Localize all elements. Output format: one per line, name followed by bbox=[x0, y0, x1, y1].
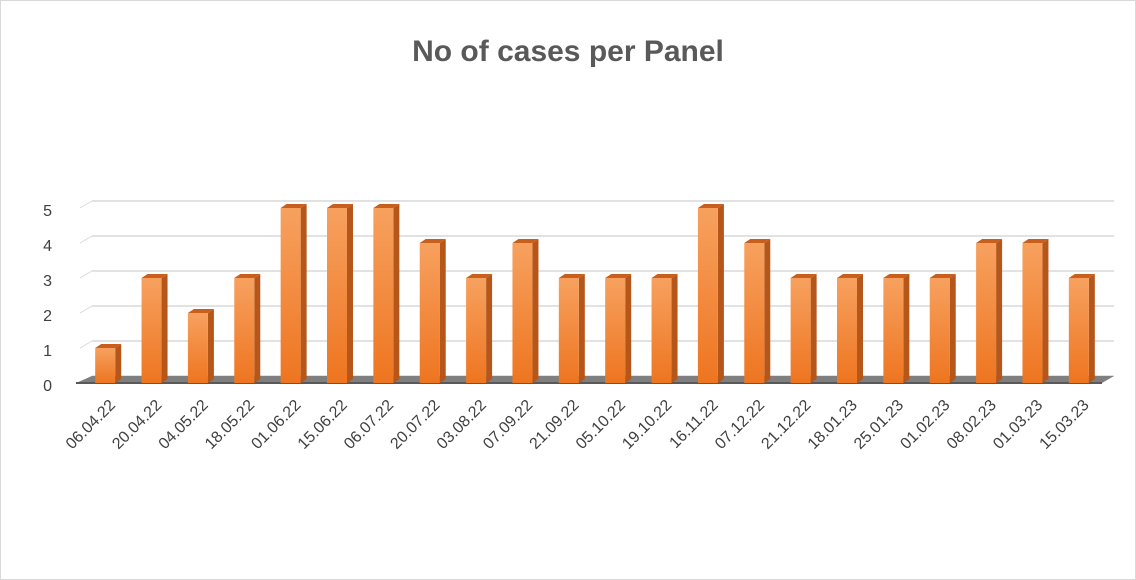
bar bbox=[837, 278, 857, 383]
bar bbox=[558, 278, 579, 383]
bar-side bbox=[857, 274, 863, 383]
bar-side bbox=[439, 239, 446, 383]
bar-side bbox=[532, 239, 539, 383]
bar bbox=[1022, 243, 1043, 383]
bar bbox=[327, 208, 347, 383]
bar-side bbox=[486, 274, 493, 383]
bar-side bbox=[347, 204, 353, 383]
chart-title: No of cases per Panel bbox=[412, 35, 724, 68]
bar bbox=[466, 278, 487, 383]
bar-top bbox=[419, 239, 446, 243]
bar-top bbox=[883, 274, 910, 278]
bar-side bbox=[115, 344, 122, 383]
bar-top bbox=[327, 204, 353, 208]
bar bbox=[419, 243, 440, 383]
bar-side bbox=[996, 239, 1003, 383]
bar-side bbox=[671, 274, 678, 383]
bar-top bbox=[373, 204, 400, 208]
bar bbox=[95, 348, 116, 383]
bar bbox=[187, 313, 208, 383]
bar-side bbox=[1042, 239, 1049, 383]
bar-top bbox=[1022, 239, 1049, 243]
bar-side bbox=[949, 274, 956, 383]
bar-top bbox=[790, 274, 817, 278]
bar-side bbox=[254, 274, 261, 383]
bar-top bbox=[697, 204, 724, 208]
bar bbox=[141, 278, 162, 383]
bar-top bbox=[512, 239, 539, 243]
bar-side bbox=[207, 309, 214, 383]
y-tick-label: 5 bbox=[43, 203, 52, 220]
bar-top bbox=[95, 344, 122, 348]
bar bbox=[234, 278, 255, 383]
bar bbox=[605, 278, 626, 383]
bar-top bbox=[187, 309, 214, 313]
bar-side bbox=[300, 204, 307, 383]
bar bbox=[790, 278, 811, 383]
bar bbox=[883, 278, 904, 383]
bar bbox=[1068, 278, 1089, 383]
bar-top bbox=[234, 274, 261, 278]
bar-side bbox=[161, 274, 168, 383]
grid-line-side bbox=[79, 235, 93, 244]
bar-top bbox=[651, 274, 678, 278]
bar-top bbox=[929, 274, 956, 278]
grid-line-side bbox=[79, 340, 93, 349]
bar-side bbox=[578, 274, 585, 383]
grid-line-side bbox=[79, 270, 93, 279]
bar-top bbox=[976, 239, 1003, 243]
y-tick-label: 4 bbox=[43, 238, 52, 255]
bar bbox=[651, 278, 672, 383]
bar-top bbox=[837, 274, 863, 278]
bar bbox=[512, 243, 533, 383]
bar-side bbox=[393, 204, 400, 383]
bar bbox=[280, 208, 301, 383]
y-tick-label: 1 bbox=[43, 343, 52, 360]
bar-top bbox=[605, 274, 632, 278]
bar-side bbox=[625, 274, 632, 383]
bar-top bbox=[280, 204, 307, 208]
bar-side bbox=[717, 204, 724, 383]
bar-top bbox=[466, 274, 493, 278]
bar bbox=[697, 208, 718, 383]
bar-side bbox=[903, 274, 910, 383]
bar-side bbox=[764, 239, 771, 383]
grid-line-side bbox=[79, 305, 93, 314]
bar bbox=[929, 278, 950, 383]
bar-top bbox=[558, 274, 585, 278]
bar bbox=[976, 243, 997, 383]
floor bbox=[76, 376, 1114, 383]
grid-line-side bbox=[79, 200, 93, 209]
bar-side bbox=[810, 274, 817, 383]
bar-top bbox=[141, 274, 168, 278]
bar bbox=[373, 208, 394, 383]
y-tick-label: 3 bbox=[43, 273, 52, 290]
bar-top bbox=[744, 239, 771, 243]
y-tick-label: 2 bbox=[43, 308, 52, 325]
y-tick-label: 0 bbox=[43, 378, 52, 395]
bar-side bbox=[1088, 274, 1095, 383]
bar-top bbox=[1068, 274, 1095, 278]
bar bbox=[744, 243, 765, 383]
